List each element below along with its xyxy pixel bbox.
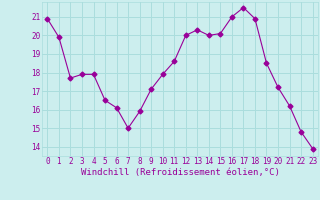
X-axis label: Windchill (Refroidissement éolien,°C): Windchill (Refroidissement éolien,°C) [81, 168, 279, 177]
